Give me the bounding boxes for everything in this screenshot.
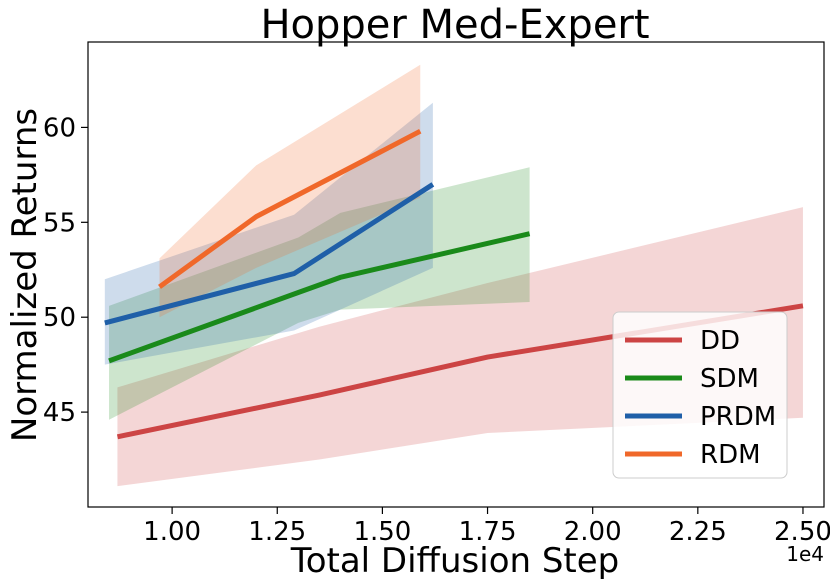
y-tick-label: 50	[43, 303, 76, 333]
y-tick-label: 55	[43, 208, 76, 238]
series-line-sdm	[108, 231, 531, 364]
legend-label-dd: DD	[700, 326, 740, 356]
band-sdm	[109, 167, 530, 420]
x-tick-label: 2.00	[564, 517, 622, 547]
x-tick-label: 1.75	[459, 517, 517, 547]
series-line-rdm	[158, 128, 422, 289]
legend-label-rdm: RDM	[700, 440, 761, 470]
band-rdm	[159, 64, 421, 318]
y-tick-label: 60	[43, 113, 76, 143]
legend-label-prdm: PRDM	[700, 402, 776, 432]
plot-frame	[87, 41, 825, 508]
x-tick-label: 2.25	[669, 517, 727, 547]
legend: DD SDM PRDM RDM	[612, 311, 788, 479]
y-axis-label: Normalized Returns	[5, 108, 45, 442]
legend-box	[612, 311, 788, 479]
y-axis-ticks: 45 50 55 60	[43, 113, 88, 428]
x-tick-label: 2.50	[774, 517, 830, 547]
chart-title: Hopper Med-Expert	[260, 2, 649, 48]
x-tick-label: 1.25	[248, 517, 306, 547]
legend-label-sdm: SDM	[700, 364, 759, 394]
x-axis-ticks: 1.00 1.25 1.50 1.75 2.00 2.25 2.50	[143, 507, 830, 547]
x-tick-label: 1.50	[353, 517, 411, 547]
x-axis-label: Total Diffusion Step	[290, 541, 620, 581]
series-line-prdm	[104, 182, 435, 326]
x-axis-offset-label: 1e4	[786, 542, 824, 566]
y-tick-label: 45	[43, 398, 76, 428]
x-tick-label: 1.00	[143, 517, 201, 547]
